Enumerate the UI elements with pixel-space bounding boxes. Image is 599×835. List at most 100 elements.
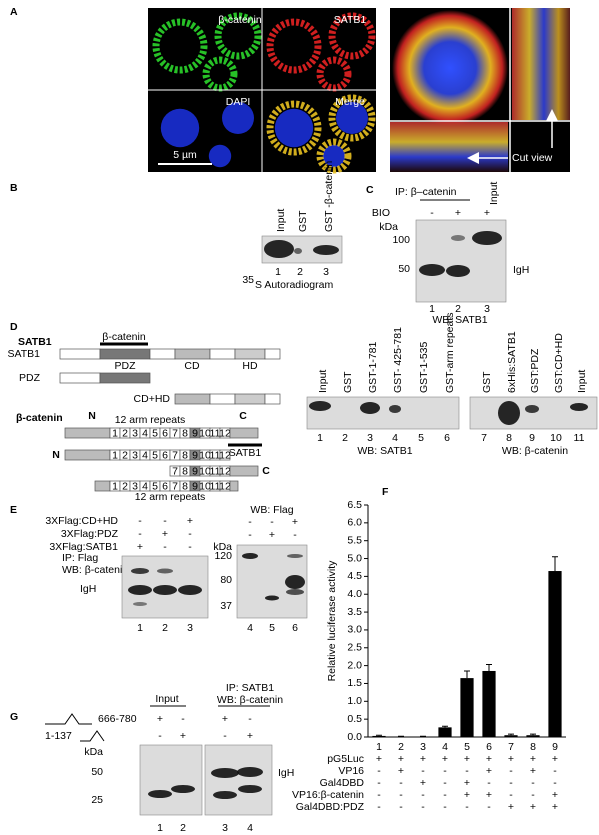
x-tick-label: 1 [376, 741, 382, 753]
superscript: 35 [242, 274, 254, 286]
arm-number: 8 [182, 480, 188, 492]
lane-number: 3 [367, 432, 373, 444]
marker-label: 50 [398, 263, 410, 275]
panel-label: B [10, 182, 18, 194]
blot-band [238, 785, 262, 793]
sign: - [443, 789, 447, 801]
box [234, 393, 266, 405]
y-tick-label: 3.5 [347, 606, 362, 618]
panel-label: A [10, 6, 18, 18]
arm-number: 2 [122, 427, 128, 439]
marker-label: 50 [91, 766, 103, 778]
error-bar [530, 733, 536, 736]
lane-number: 2 [342, 432, 348, 444]
lane-header: GST-arm repeats [444, 312, 456, 393]
group-label: Input [155, 693, 178, 705]
domain-label: CD [184, 360, 200, 372]
domain-label: PDZ [115, 360, 137, 372]
error-bar [464, 670, 470, 679]
arm-number: 4 [142, 480, 148, 492]
lane-header: Input [275, 209, 287, 232]
band-label: IgH [513, 264, 529, 276]
y-tick-label: 5.5 [347, 534, 362, 546]
panel-label: E [10, 504, 17, 516]
sign: + [137, 541, 143, 553]
sign: + [486, 789, 492, 801]
arm-number: 1 [112, 449, 118, 461]
box [264, 348, 281, 360]
y-tick-label: 2.0 [347, 659, 362, 671]
box [229, 427, 259, 439]
lane-header: Input [488, 182, 500, 205]
arm-number: 2 [122, 449, 128, 461]
arm-number: 11 [210, 427, 221, 439]
cell-signal [152, 18, 208, 74]
sign: + [486, 765, 492, 777]
sign: - [430, 207, 434, 219]
sign: - [377, 801, 381, 813]
box [94, 480, 111, 492]
sign: - [163, 515, 167, 527]
domain-label: HD [242, 360, 258, 372]
box [174, 348, 211, 360]
panel-label: C [366, 184, 374, 196]
bottom-view [390, 122, 508, 172]
arm-number: 6 [162, 449, 168, 461]
sign: + [508, 753, 514, 765]
blot-band [287, 554, 303, 558]
lane-header: GST [481, 371, 493, 393]
sign: - [443, 777, 447, 789]
bar [372, 735, 386, 737]
sign: + [187, 515, 193, 527]
arm-number: 12 [219, 449, 231, 461]
construct-icon [45, 713, 92, 725]
arm-number: 11 [210, 465, 221, 477]
arm-number: 1 [112, 480, 118, 492]
sign: - [465, 801, 469, 813]
sign: - [188, 528, 192, 540]
channel-label: SATB1 [334, 14, 367, 26]
y-tick-label: 0.5 [347, 713, 362, 725]
lane-header: GST-1-781 [367, 341, 379, 393]
channel-label: DAPI [226, 96, 251, 108]
arm-number: 10 [199, 480, 211, 492]
terminus: N [52, 449, 60, 461]
box [59, 372, 101, 384]
lane-number: 9 [529, 432, 535, 444]
blot-band [128, 585, 152, 595]
row-label: Gal4DBD:PDZ [296, 801, 365, 813]
nucleus [222, 102, 254, 134]
blot-band [294, 248, 302, 254]
bar [460, 678, 474, 737]
lane-number: 5 [269, 622, 275, 634]
construct-label: 666-780 [98, 713, 137, 725]
arm-number: 3 [132, 449, 138, 461]
cell-signal [316, 56, 352, 92]
lane-header: 6xHis:SATB1 [506, 331, 518, 393]
marker-label: 80 [220, 574, 232, 586]
unit-label: kDa [213, 541, 232, 553]
blot-band [419, 264, 445, 276]
section-title: SATB1 [18, 336, 52, 348]
terminus: C [239, 410, 247, 422]
box [174, 393, 211, 405]
box [99, 348, 151, 360]
sign: - [377, 765, 381, 777]
blot-band [148, 790, 172, 798]
bar [438, 727, 452, 737]
sign: + [464, 777, 470, 789]
wb-label: WB: β-catenin [217, 694, 283, 706]
arm-number: 4 [142, 427, 148, 439]
blot-band [286, 589, 304, 595]
lane-header: GST:CD+HD [553, 333, 565, 393]
x-tick-label: 8 [530, 741, 536, 753]
construct-label: 1-137 [45, 730, 72, 742]
arm-number: 8 [182, 427, 188, 439]
lane-number: 11 [574, 432, 585, 444]
nucleus [160, 108, 200, 148]
lane-number: 3 [323, 266, 329, 278]
sign: + [398, 765, 404, 777]
sign: - [163, 541, 167, 553]
